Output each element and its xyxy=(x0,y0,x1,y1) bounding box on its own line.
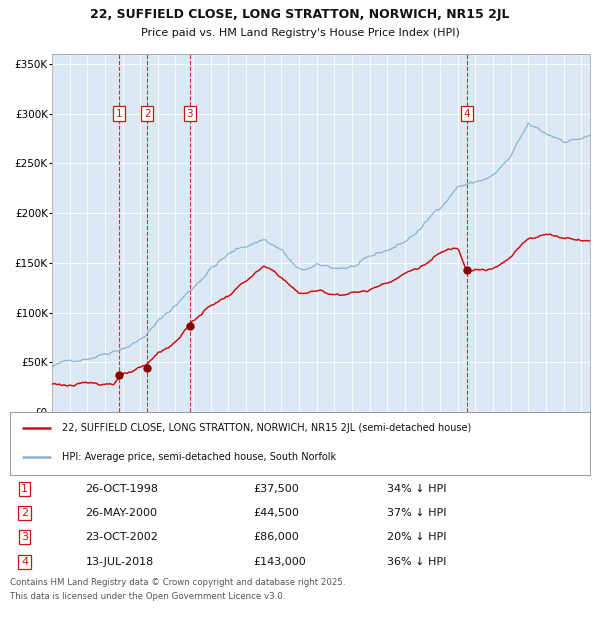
Text: 20% ↓ HPI: 20% ↓ HPI xyxy=(387,532,446,542)
Text: £37,500: £37,500 xyxy=(254,484,299,494)
Text: 22, SUFFIELD CLOSE, LONG STRATTON, NORWICH, NR15 2JL (semi-detached house): 22, SUFFIELD CLOSE, LONG STRATTON, NORWI… xyxy=(62,423,472,433)
Text: HPI: Average price, semi-detached house, South Norfolk: HPI: Average price, semi-detached house,… xyxy=(62,453,337,463)
Text: 3: 3 xyxy=(187,108,193,118)
Text: 13-JUL-2018: 13-JUL-2018 xyxy=(85,557,154,567)
Text: 2: 2 xyxy=(144,108,151,118)
Text: £143,000: £143,000 xyxy=(254,557,307,567)
Text: 26-OCT-1998: 26-OCT-1998 xyxy=(85,484,158,494)
Text: 1: 1 xyxy=(21,484,28,494)
Text: £44,500: £44,500 xyxy=(254,508,299,518)
Text: 2: 2 xyxy=(21,508,28,518)
Text: 4: 4 xyxy=(21,557,28,567)
Text: Contains HM Land Registry data © Crown copyright and database right 2025.: Contains HM Land Registry data © Crown c… xyxy=(10,578,346,587)
Text: 3: 3 xyxy=(21,532,28,542)
Text: 1: 1 xyxy=(116,108,122,118)
Text: 34% ↓ HPI: 34% ↓ HPI xyxy=(387,484,446,494)
Text: 26-MAY-2000: 26-MAY-2000 xyxy=(85,508,157,518)
Text: 36% ↓ HPI: 36% ↓ HPI xyxy=(387,557,446,567)
Text: 4: 4 xyxy=(464,108,470,118)
Text: £86,000: £86,000 xyxy=(254,532,299,542)
Text: 23-OCT-2002: 23-OCT-2002 xyxy=(85,532,158,542)
Text: 22, SUFFIELD CLOSE, LONG STRATTON, NORWICH, NR15 2JL: 22, SUFFIELD CLOSE, LONG STRATTON, NORWI… xyxy=(90,8,510,21)
Text: Price paid vs. HM Land Registry's House Price Index (HPI): Price paid vs. HM Land Registry's House … xyxy=(140,28,460,38)
Text: 37% ↓ HPI: 37% ↓ HPI xyxy=(387,508,446,518)
Text: This data is licensed under the Open Government Licence v3.0.: This data is licensed under the Open Gov… xyxy=(10,592,286,601)
